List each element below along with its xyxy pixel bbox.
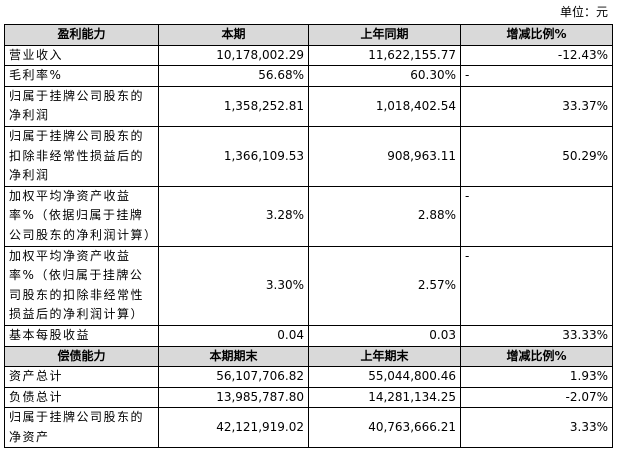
value-cell: 13,985,787.80	[158, 386, 309, 409]
header-cell: 上年同期	[308, 24, 461, 46]
value-cell: 33.37%	[460, 85, 613, 127]
value-cell: 908,963.11	[308, 125, 461, 187]
row-label: 归属于挂牌公司股东的净利润	[4, 85, 159, 127]
row-label: 负债总计	[4, 386, 159, 409]
value-cell: 50.29%	[460, 125, 613, 187]
value-cell: 14,281,134.25	[308, 386, 461, 409]
value-cell: -12.43%	[460, 44, 613, 67]
value-cell: -2.07%	[460, 386, 613, 409]
value-cell: 33.33%	[460, 324, 613, 347]
data-row: 基本每股收益 0.04 0.03 33.33%	[4, 324, 613, 347]
value-cell: 1,366,109.53	[158, 125, 309, 187]
header-cell: 本期期末	[158, 345, 309, 368]
data-row: 加权平均净资产收益率%（依据归属于挂牌公司股东的净利润计算） 3.28% 2.88%…	[4, 185, 613, 247]
header-row: 偿债能力 本期期末 上年期末 增减比例%	[4, 345, 613, 368]
value-cell: -	[460, 245, 613, 326]
value-cell: 1.93%	[460, 366, 613, 388]
value-cell: 56.68%	[158, 65, 309, 87]
value-cell: 11,622,155.77	[308, 44, 461, 67]
value-cell: 3.30%	[158, 245, 309, 326]
data-row: 营业收入 10,178,002.29 11,622,155.77 -12.43%	[4, 44, 613, 67]
row-label: 资产总计	[4, 366, 159, 388]
value-cell: 10,178,002.29	[158, 44, 309, 67]
data-row: 毛利率% 56.68% 60.30% -	[4, 65, 613, 87]
value-cell: 42,121,919.02	[158, 407, 309, 449]
data-row: 归属于挂牌公司股东的净利润 1,358,252.81 1,018,402.54 33.…	[4, 85, 613, 127]
unit-label: 单位：元	[559, 5, 608, 19]
table-body: 盈利能力 本期 上年同期 增减比例% 营业收入 10,178,002.29 11,622,1…	[4, 24, 613, 449]
data-row: 归属于挂牌公司股东的扣除非经常性损益后的净利润 1,366,109.53 908,9…	[4, 125, 613, 187]
value-cell: 0.04	[158, 324, 309, 347]
value-cell: 3.28%	[158, 185, 309, 247]
data-row: 归属于挂牌公司股东的净资产 42,121,919.02 40,763,666.21 3…	[4, 407, 613, 449]
header-cell: 增减比例%	[460, 24, 613, 46]
value-cell: 2.88%	[308, 185, 461, 247]
header-row: 盈利能力 本期 上年同期 增减比例%	[4, 24, 613, 46]
row-label: 营业收入	[4, 44, 159, 67]
value-cell: -	[460, 65, 613, 87]
value-cell: -	[460, 185, 613, 247]
value-cell: 55,044,800.46	[308, 366, 461, 388]
row-label: 加权平均净资产收益率%（依据归属于挂牌公司股东的净利润计算）	[4, 185, 159, 247]
row-label: 归属于挂牌公司股东的扣除非经常性损益后的净利润	[4, 125, 159, 187]
row-label: 加权平均净资产收益率%（依归属于挂牌公司股东的扣除非经常性损益后的净利润计算）	[4, 245, 159, 326]
value-cell: 56,107,706.82	[158, 366, 309, 388]
row-label: 基本每股收益	[4, 324, 159, 347]
row-label: 毛利率%	[4, 65, 159, 87]
header-cell: 上年期末	[308, 345, 461, 368]
data-row: 负债总计 13,985,787.80 14,281,134.25 -2.07%	[4, 386, 613, 409]
financial-table: 盈利能力 本期 上年同期 增减比例% 营业收入 10,178,002.29 11,622,1…	[4, 24, 613, 449]
value-cell: 3.33%	[460, 407, 613, 449]
value-cell: 60.30%	[308, 65, 461, 87]
data-row: 加权平均净资产收益率%（依归属于挂牌公司股东的扣除非经常性损益后的净利润计算） 3…	[4, 245, 613, 326]
value-cell: 40,763,666.21	[308, 407, 461, 449]
row-label: 归属于挂牌公司股东的净资产	[4, 407, 159, 449]
value-cell: 1,018,402.54	[308, 85, 461, 127]
value-cell: 1,358,252.81	[158, 85, 309, 127]
data-row: 资产总计 56,107,706.82 55,044,800.46 1.93%	[4, 366, 613, 388]
header-cell: 本期	[158, 24, 309, 46]
value-cell: 0.03	[308, 324, 461, 347]
header-cell: 盈利能力	[4, 24, 159, 46]
value-cell: 2.57%	[308, 245, 461, 326]
header-cell: 增减比例%	[460, 345, 613, 368]
header-cell: 偿债能力	[4, 345, 159, 368]
